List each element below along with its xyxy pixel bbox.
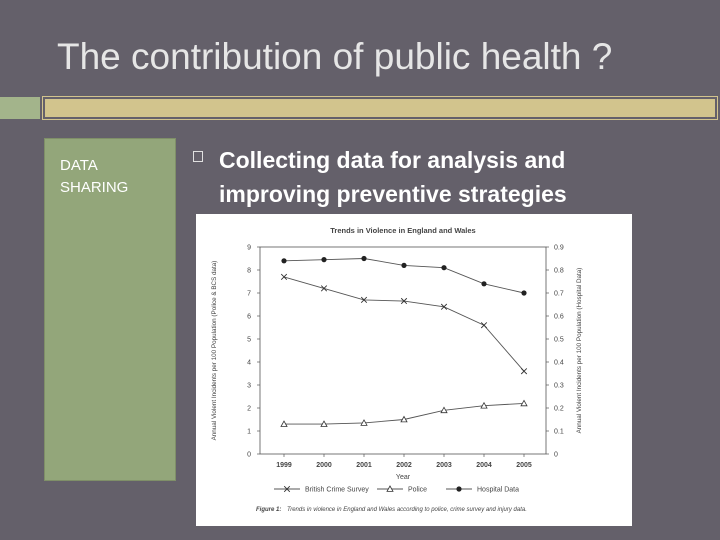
- x-tick-label: 2003: [436, 462, 452, 469]
- side-label: DATA SHARING: [60, 155, 128, 199]
- data-point-hospital-data: [361, 255, 367, 262]
- right-y-axis-label: Annual Violent Incidents per 100 Populat…: [576, 268, 583, 434]
- left-tick-label: 9: [247, 245, 251, 252]
- data-point-police: [400, 415, 408, 423]
- data-point-police: [480, 401, 488, 409]
- right-tick-label: 0: [554, 452, 558, 459]
- legend-label-police: Police: [408, 487, 427, 494]
- x-axis-label: Year: [396, 474, 411, 481]
- x-tick-label: 1999: [276, 462, 292, 469]
- data-point-british-crime-survey: [360, 296, 368, 304]
- left-y-axis-label: Annual Violent Incidents per 100 Populat…: [211, 261, 218, 441]
- title-rule-bar: [45, 99, 715, 117]
- data-point-british-crime-survey: [480, 322, 488, 329]
- data-point-hospital-data: [441, 265, 447, 271]
- x-tick-label: 2005: [516, 462, 532, 469]
- legend-label-british-crime-survey: British Crime Survey: [305, 487, 369, 494]
- data-point-hospital-data: [481, 281, 487, 287]
- figure-caption-label: Figure 1:: [256, 507, 281, 513]
- x-tick-label: 2002: [396, 462, 412, 469]
- side-label-line1: DATA: [60, 157, 98, 174]
- slide-title: The contribution of public health ?: [57, 36, 613, 77]
- series-line-british-crime-survey: [283, 276, 525, 372]
- data-point-hospital-data: [401, 262, 407, 268]
- data-point-police: [440, 406, 448, 414]
- right-tick-label: 0.8: [554, 268, 564, 275]
- left-tick-label: 7: [247, 291, 251, 298]
- data-point-hospital-data: [321, 257, 327, 263]
- title-rule-frame: [42, 96, 718, 120]
- x-tick-label: 2000: [316, 462, 332, 469]
- square-bullet-icon: [193, 151, 203, 162]
- left-tick-label: 2: [247, 406, 251, 413]
- plot-frame: [259, 246, 547, 455]
- left-tick-label: 8: [247, 268, 251, 275]
- right-tick-label: 0.6: [554, 314, 564, 321]
- left-tick-label: 0: [247, 452, 251, 459]
- data-point-british-crime-survey: [520, 368, 528, 375]
- right-tick-label: 0.5: [554, 337, 564, 344]
- data-point-british-crime-survey: [280, 273, 288, 281]
- right-tick-label: 0.2: [554, 406, 564, 413]
- data-point-police: [360, 419, 368, 426]
- bullet-heading-line1: Collecting data for analysis and: [219, 147, 566, 173]
- data-point-police: [280, 420, 288, 427]
- side-label-line2: SHARING: [60, 179, 129, 196]
- right-tick-label: 0.7: [554, 291, 564, 298]
- chart-title: Trends in Violence in England and Wales: [330, 226, 475, 235]
- right-tick-label: 0.3: [554, 383, 564, 390]
- legend-marker-british-crime-survey: [283, 485, 291, 493]
- x-tick-label: 2001: [356, 462, 372, 469]
- data-point-police: [320, 420, 328, 427]
- right-tick-label: 0.9: [554, 245, 564, 252]
- chart-panel: Trends in Violence in England and Wales 0…: [196, 214, 632, 526]
- figure-caption-text: Trends in violence in England and Wales …: [287, 507, 527, 513]
- data-point-british-crime-survey: [320, 285, 328, 292]
- left-tick-label: 1: [247, 429, 251, 436]
- data-point-hospital-data: [521, 290, 527, 296]
- data-point-british-crime-survey: [400, 297, 408, 305]
- trend-chart: Trends in Violence in England and Wales 0…: [211, 226, 583, 513]
- data-point-police: [520, 399, 528, 407]
- left-tick-label: 4: [247, 360, 251, 367]
- bullet-heading: Collecting data for analysis and improvi…: [219, 143, 699, 211]
- legend-label-hospital-data: Hospital Data: [477, 487, 519, 494]
- data-point-british-crime-survey: [440, 303, 448, 310]
- left-tick-label: 3: [247, 383, 251, 390]
- left-tick-label: 5: [247, 337, 251, 344]
- right-tick-label: 0.1: [554, 429, 564, 436]
- side-panel: DATA SHARING: [44, 138, 176, 481]
- x-tick-label: 2004: [476, 462, 492, 469]
- data-point-hospital-data: [281, 258, 287, 264]
- legend-marker-police: [386, 485, 394, 492]
- left-tick-label: 6: [247, 314, 251, 321]
- title-rule-left-block: [0, 97, 40, 119]
- bullet-heading-line2: improving preventive strategies: [219, 181, 567, 207]
- right-tick-label: 0.4: [554, 360, 564, 367]
- legend-marker-hospital-data: [456, 486, 462, 492]
